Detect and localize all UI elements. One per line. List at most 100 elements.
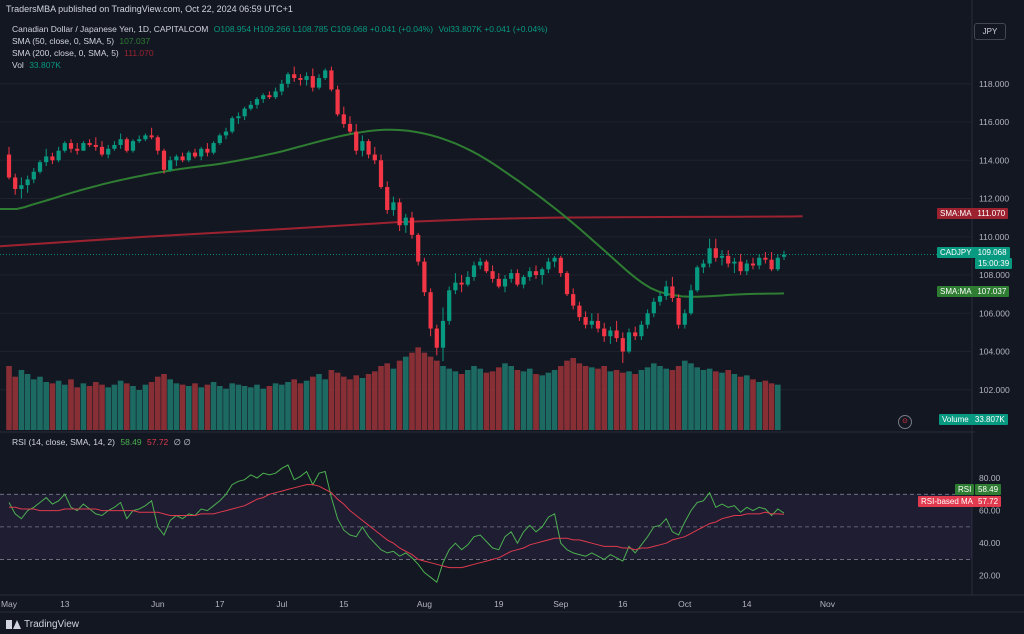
volume-bar <box>384 363 390 430</box>
time-tick-label: Sep <box>553 599 568 609</box>
rsi-label: RSI (14, close, SMA, 14, 2) <box>12 437 115 447</box>
volume-bar <box>663 368 669 430</box>
candle-body <box>602 328 607 337</box>
volume-bar <box>291 379 297 430</box>
candle-body <box>347 123 353 132</box>
candle-body <box>564 273 570 295</box>
sma50-label: SMA (50, close, 0, SMA, 5) <box>12 36 115 46</box>
volume-bar <box>421 352 428 430</box>
price-tick-label: 108.000 <box>979 270 1010 280</box>
rsi-legend[interactable]: RSI (14, close, SMA, 14, 2) 58.49 57.72 … <box>12 437 191 448</box>
currency-button[interactable]: JPY <box>974 23 1006 40</box>
volume-bar <box>768 383 775 430</box>
volume-bar <box>607 371 614 430</box>
candle-body <box>471 265 477 277</box>
time-tick-label: 17 <box>215 599 225 609</box>
volume-bar <box>148 382 155 430</box>
volume-bar <box>155 376 161 430</box>
candle-body <box>378 160 384 188</box>
alert-icon[interactable]: ⊙ <box>898 415 912 429</box>
volume-bar <box>706 368 713 430</box>
candle-body <box>478 261 483 266</box>
candle-body <box>385 187 390 210</box>
time-tick-label: 16 <box>618 599 628 609</box>
volume-bar <box>372 371 378 430</box>
sma200-tag: SMA:MA 111.070 <box>937 208 1009 219</box>
volume-bar <box>310 376 316 430</box>
tradingview-logo[interactable]: TradingView <box>6 619 79 630</box>
candle-body <box>37 162 43 172</box>
volume-tag: Volume 33.807K <box>939 414 1008 425</box>
volume-bar <box>235 384 242 430</box>
sma50-legend[interactable]: SMA (50, close, 0, SMA, 5) 107.037 <box>12 36 150 46</box>
candle-body <box>645 313 650 325</box>
volume-bar <box>545 372 552 430</box>
volume-bar <box>24 374 31 430</box>
candle-body <box>316 78 322 88</box>
candle-body <box>118 139 123 145</box>
vol-legend[interactable]: Vol 33.807K <box>12 60 61 70</box>
rsi-legend-extra: ∅ ∅ <box>173 437 191 447</box>
candle-body <box>533 271 539 276</box>
volume-bar <box>254 384 260 430</box>
candle-body <box>465 276 470 285</box>
volume-bar <box>465 370 471 430</box>
time-tick-label: May <box>1 599 18 609</box>
candle-body <box>304 76 309 80</box>
volume-bar <box>279 384 285 430</box>
volume-bar <box>31 379 37 430</box>
candle-body <box>199 148 204 157</box>
rsi-legend-value: 58.49 <box>120 437 142 447</box>
candle-body <box>254 99 260 105</box>
candle-body <box>93 144 98 147</box>
sma200-value: 111.070 <box>124 48 154 58</box>
candle-body <box>688 290 694 314</box>
sma50-line <box>0 128 785 298</box>
volume-bar <box>6 366 12 430</box>
candle-body <box>186 152 191 161</box>
candle-body <box>261 95 266 100</box>
sma50-value: 107.037 <box>119 36 151 46</box>
candle-body <box>335 89 340 115</box>
volume-bar <box>68 379 74 430</box>
volume-bar <box>632 374 638 430</box>
candle-body <box>391 202 396 210</box>
rsi-tag-label: RSI <box>955 484 975 495</box>
candle-body <box>403 217 408 226</box>
candle-body <box>13 177 18 189</box>
volume-bar <box>161 374 167 430</box>
vol-value: 33.807K <box>29 60 61 70</box>
candle-body <box>242 108 247 117</box>
volume-bar <box>229 383 235 430</box>
candle-body <box>744 263 749 272</box>
volume-bar <box>489 371 496 430</box>
candle-body <box>781 254 787 257</box>
candle-body <box>310 76 315 88</box>
candle-body <box>540 269 545 276</box>
sma200-line <box>0 215 803 248</box>
volume-bar <box>446 368 452 430</box>
candle-body <box>719 255 725 258</box>
volume-bar <box>272 383 279 430</box>
candle-body <box>453 282 458 291</box>
volume-bar <box>415 347 421 430</box>
volume-bar <box>105 387 111 430</box>
sma200-legend[interactable]: SMA (200, close, 0, SMA, 5) 111.070 <box>12 48 154 58</box>
candle-body <box>558 257 563 274</box>
sma200-tag-value: 111.070 <box>977 209 1006 218</box>
volume-bar <box>266 386 273 430</box>
volume-bar <box>130 386 136 430</box>
volume-bar <box>365 374 372 430</box>
volume-bar <box>241 386 248 430</box>
volume-bar <box>756 382 762 430</box>
symbol-legend: Canadian Dollar / Japanese Yen, 1D, CAPI… <box>12 24 548 34</box>
candle-body <box>273 91 278 98</box>
volume-bar <box>37 376 43 430</box>
volume-bar <box>657 366 663 430</box>
candle-body <box>416 234 421 262</box>
volume-bar <box>303 380 310 430</box>
volume-bar <box>347 379 353 430</box>
candle-body <box>81 143 86 151</box>
price-tick-label: 114.000 <box>979 155 1009 165</box>
